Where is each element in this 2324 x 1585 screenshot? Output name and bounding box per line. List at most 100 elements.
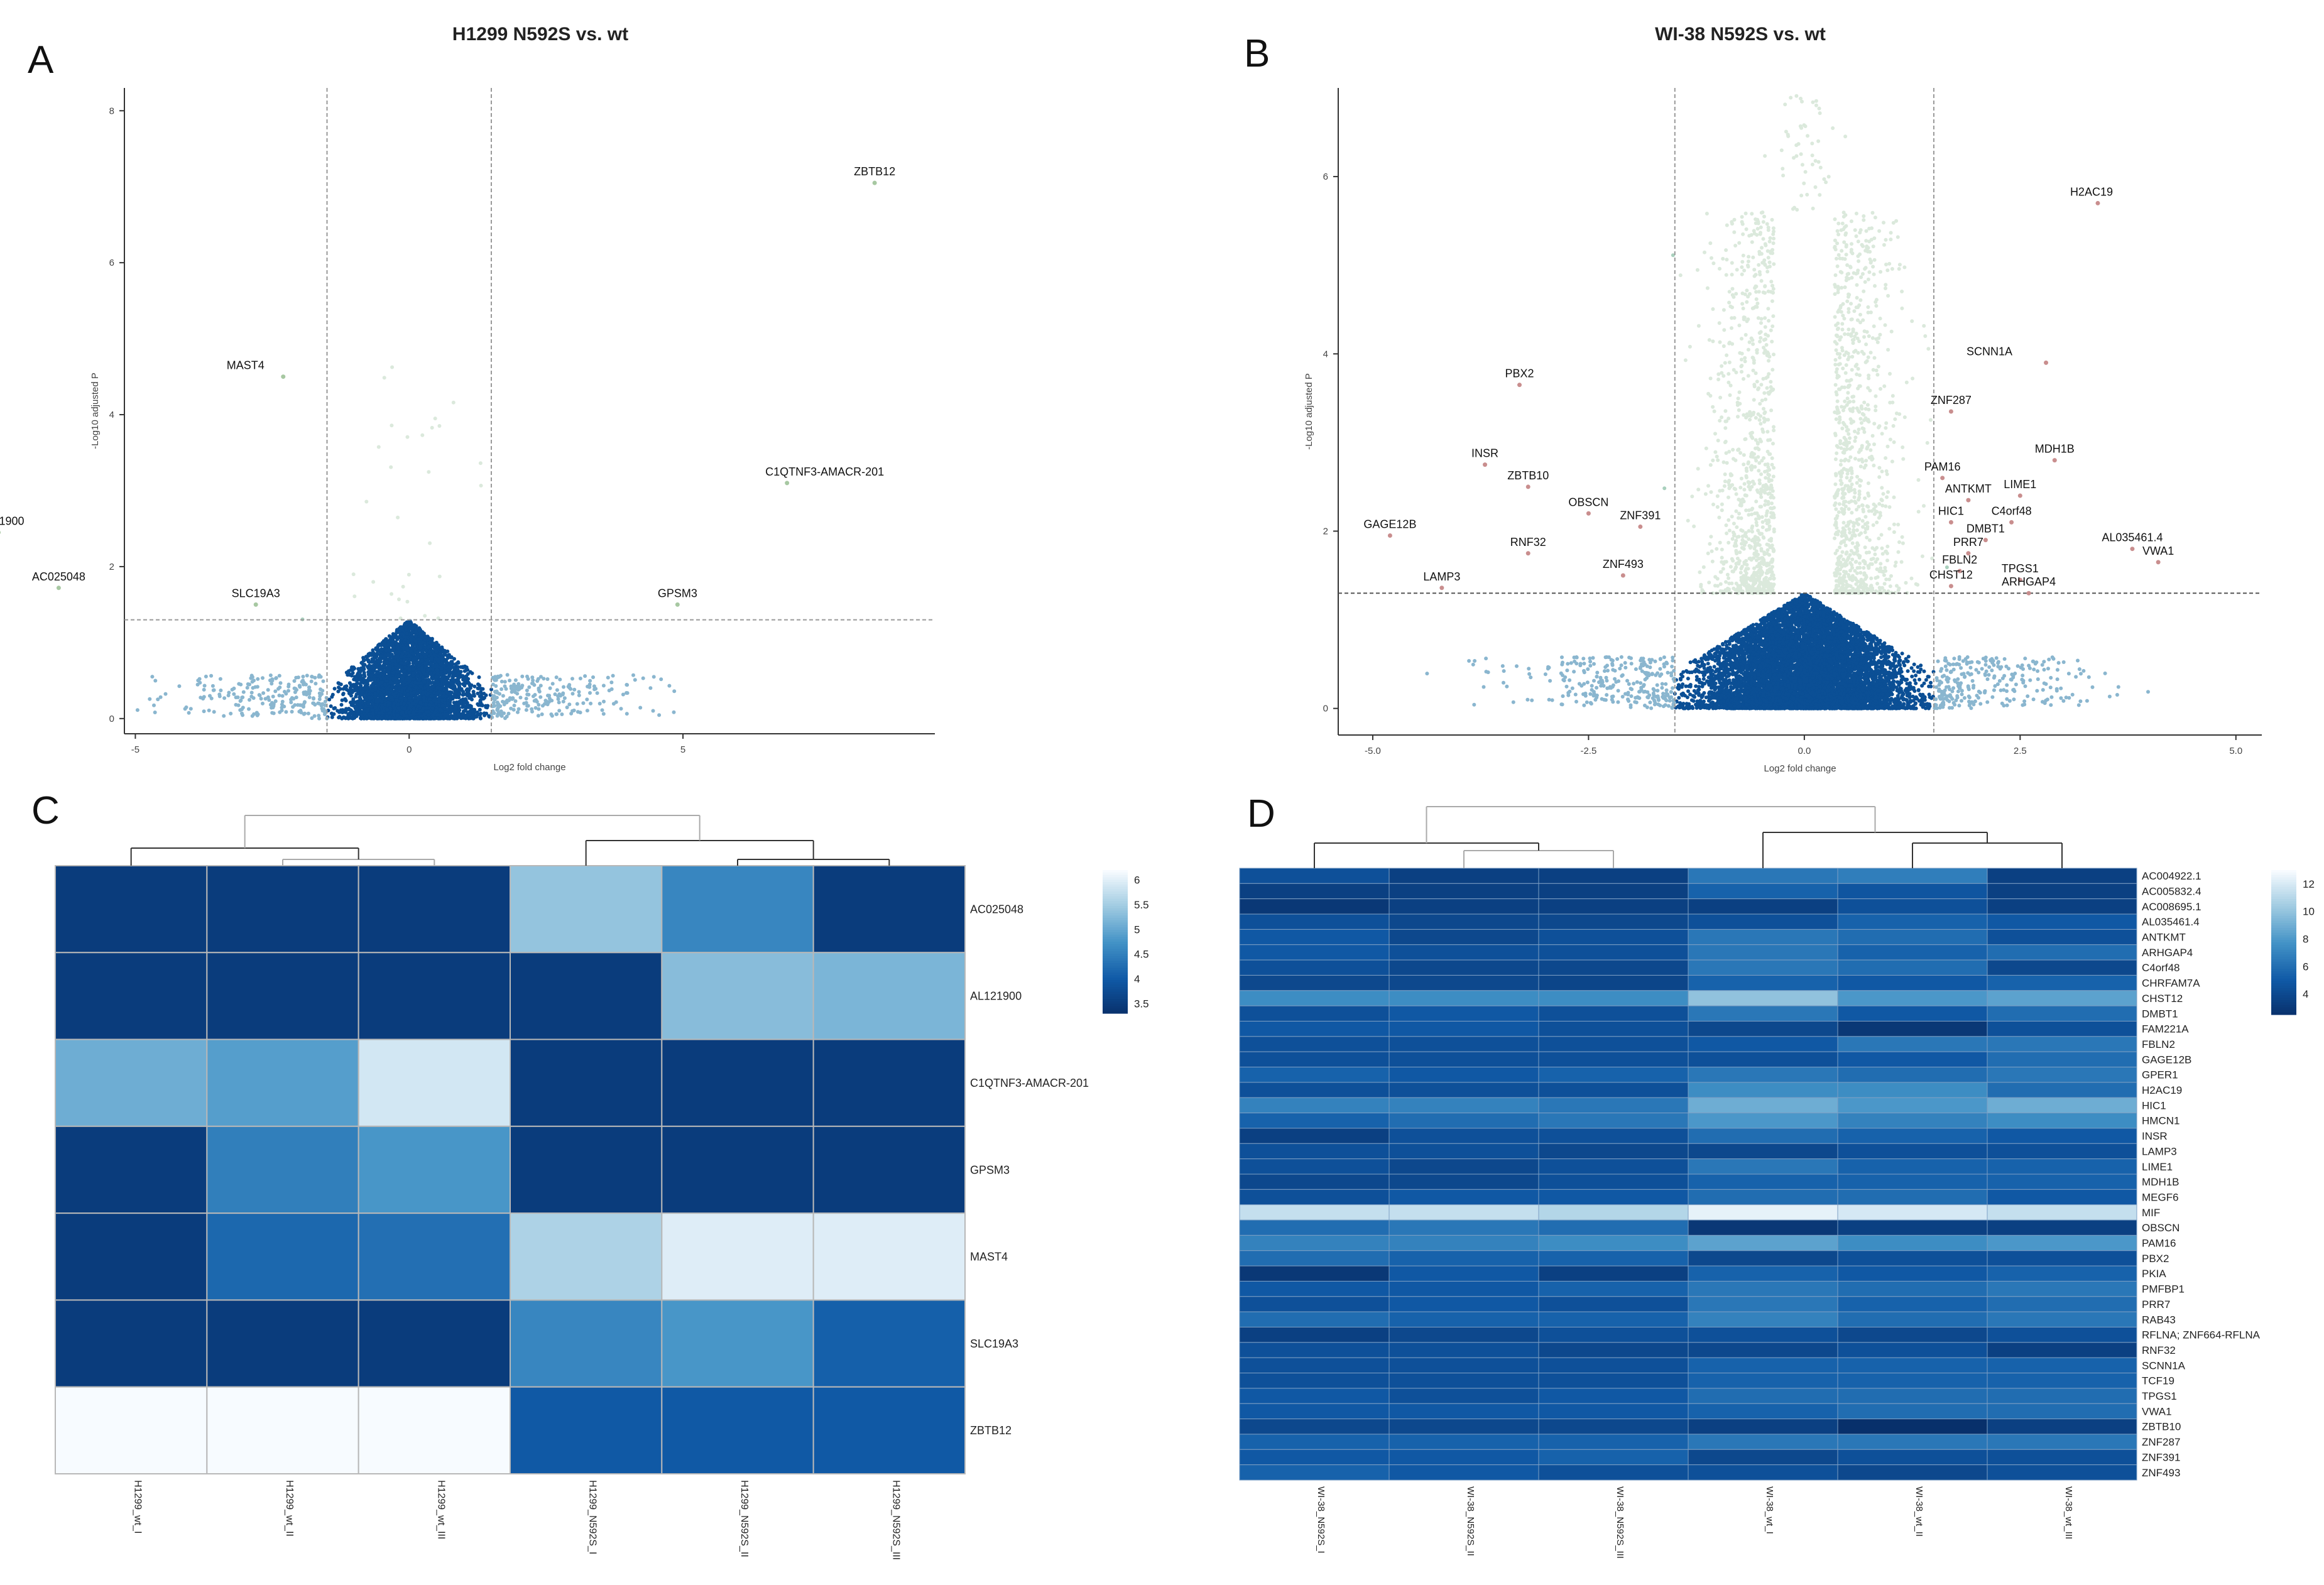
data-point bbox=[476, 703, 481, 707]
data-point bbox=[270, 678, 275, 683]
data-point bbox=[388, 638, 393, 642]
data-point bbox=[525, 692, 530, 697]
data-point bbox=[405, 435, 410, 439]
data-point bbox=[520, 684, 525, 688]
data-point bbox=[611, 673, 615, 678]
data-point bbox=[446, 707, 450, 712]
panel-letter-d: D bbox=[1247, 792, 1275, 836]
data-point bbox=[606, 675, 610, 680]
data-point bbox=[539, 675, 543, 679]
data-point bbox=[537, 707, 541, 711]
data-point bbox=[351, 572, 356, 577]
data-point bbox=[443, 706, 447, 711]
data-point bbox=[349, 703, 354, 707]
data-point bbox=[391, 670, 395, 675]
data-point bbox=[271, 704, 276, 708]
data-point bbox=[499, 687, 504, 691]
data-point bbox=[525, 689, 529, 692]
data-point bbox=[400, 652, 405, 656]
data-point bbox=[432, 697, 437, 701]
data-point bbox=[278, 681, 283, 685]
data-point bbox=[469, 683, 474, 687]
data-point bbox=[567, 702, 572, 707]
data-point bbox=[352, 594, 357, 599]
data-point bbox=[494, 695, 499, 700]
gene-label: GPSM3 bbox=[658, 587, 697, 599]
data-point bbox=[633, 678, 637, 682]
data-point bbox=[462, 684, 467, 688]
data-point bbox=[388, 661, 392, 665]
data-point bbox=[355, 678, 359, 682]
data-point bbox=[277, 694, 281, 697]
data-point bbox=[407, 696, 412, 700]
data-point bbox=[414, 627, 418, 631]
data-point bbox=[426, 691, 430, 695]
data-point bbox=[209, 673, 214, 678]
data-point bbox=[513, 678, 518, 682]
data-point bbox=[393, 662, 398, 667]
data-point bbox=[393, 687, 398, 690]
data-point bbox=[360, 692, 364, 696]
data-point bbox=[411, 657, 415, 662]
data-point bbox=[202, 684, 207, 688]
data-point bbox=[379, 648, 383, 652]
data-point bbox=[310, 716, 314, 721]
data-point bbox=[543, 702, 547, 706]
data-point bbox=[153, 711, 157, 714]
data-point bbox=[518, 695, 523, 700]
data-point bbox=[403, 680, 407, 684]
data-point bbox=[435, 668, 439, 672]
data-point bbox=[589, 701, 593, 705]
data-point bbox=[550, 699, 554, 703]
y-tick-label: 0 bbox=[1323, 704, 1328, 714]
data-point bbox=[396, 642, 400, 646]
x-tick-label: 5 bbox=[680, 744, 685, 755]
data-point bbox=[401, 710, 405, 714]
data-point bbox=[492, 711, 496, 716]
data-point bbox=[306, 711, 310, 716]
data-point bbox=[495, 700, 499, 705]
data-point bbox=[532, 699, 537, 703]
data-point bbox=[297, 709, 302, 714]
data-point bbox=[464, 716, 468, 721]
data-point bbox=[319, 675, 323, 679]
data-point bbox=[274, 676, 278, 680]
data-point bbox=[406, 692, 410, 697]
data-point bbox=[367, 695, 371, 700]
data-point bbox=[332, 687, 337, 691]
data-point bbox=[367, 677, 371, 681]
y-axis-label: -Log10 adjusted P bbox=[90, 373, 101, 449]
data-point bbox=[202, 687, 206, 692]
data-point bbox=[449, 681, 454, 685]
data-point bbox=[398, 625, 403, 629]
data-point bbox=[417, 678, 422, 682]
data-point bbox=[370, 657, 374, 662]
data-point bbox=[611, 702, 616, 706]
data-point bbox=[442, 682, 447, 685]
data-point bbox=[434, 650, 439, 654]
data-point bbox=[456, 702, 461, 706]
data-point bbox=[585, 709, 589, 713]
data-point bbox=[241, 695, 245, 699]
data-point bbox=[312, 701, 316, 705]
data-point bbox=[384, 648, 388, 653]
data-point bbox=[463, 709, 467, 713]
data-point bbox=[659, 677, 663, 682]
data-point bbox=[456, 712, 461, 717]
data-point bbox=[435, 675, 439, 679]
data-point bbox=[478, 699, 483, 704]
data-point bbox=[347, 681, 352, 685]
data-point bbox=[289, 697, 293, 702]
data-point bbox=[502, 711, 506, 716]
data-point bbox=[249, 690, 254, 695]
data-point bbox=[641, 676, 645, 680]
data-point bbox=[317, 716, 321, 721]
gene-label: SLC19A3 bbox=[232, 587, 280, 599]
data-point bbox=[383, 641, 387, 645]
data-point bbox=[239, 707, 244, 712]
data-point bbox=[364, 655, 368, 659]
data-point bbox=[362, 709, 366, 713]
data-point bbox=[415, 691, 420, 695]
data-point bbox=[515, 692, 520, 696]
data-point bbox=[153, 678, 158, 683]
